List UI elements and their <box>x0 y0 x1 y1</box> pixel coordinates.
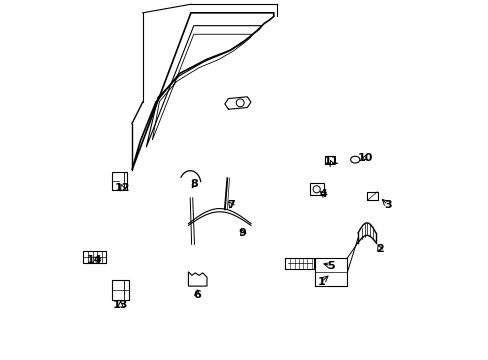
Bar <box>112 172 127 190</box>
Text: 2: 2 <box>375 244 383 253</box>
Text: 11: 11 <box>323 157 338 166</box>
Text: 5: 5 <box>326 261 334 271</box>
Text: 13: 13 <box>113 300 128 310</box>
Bar <box>284 258 313 269</box>
Bar <box>83 251 105 263</box>
Text: 10: 10 <box>357 153 372 163</box>
Text: 8: 8 <box>190 179 198 189</box>
Text: 14: 14 <box>86 255 102 265</box>
Text: 9: 9 <box>238 228 246 238</box>
Text: 6: 6 <box>193 290 201 300</box>
Bar <box>309 183 323 195</box>
Text: 7: 7 <box>226 200 234 210</box>
Bar <box>366 192 377 201</box>
Text: 1: 1 <box>317 277 325 287</box>
Text: 4: 4 <box>319 189 327 199</box>
Text: 12: 12 <box>114 183 130 193</box>
Text: 3: 3 <box>384 200 391 210</box>
Bar <box>112 280 129 300</box>
Bar <box>325 157 333 163</box>
